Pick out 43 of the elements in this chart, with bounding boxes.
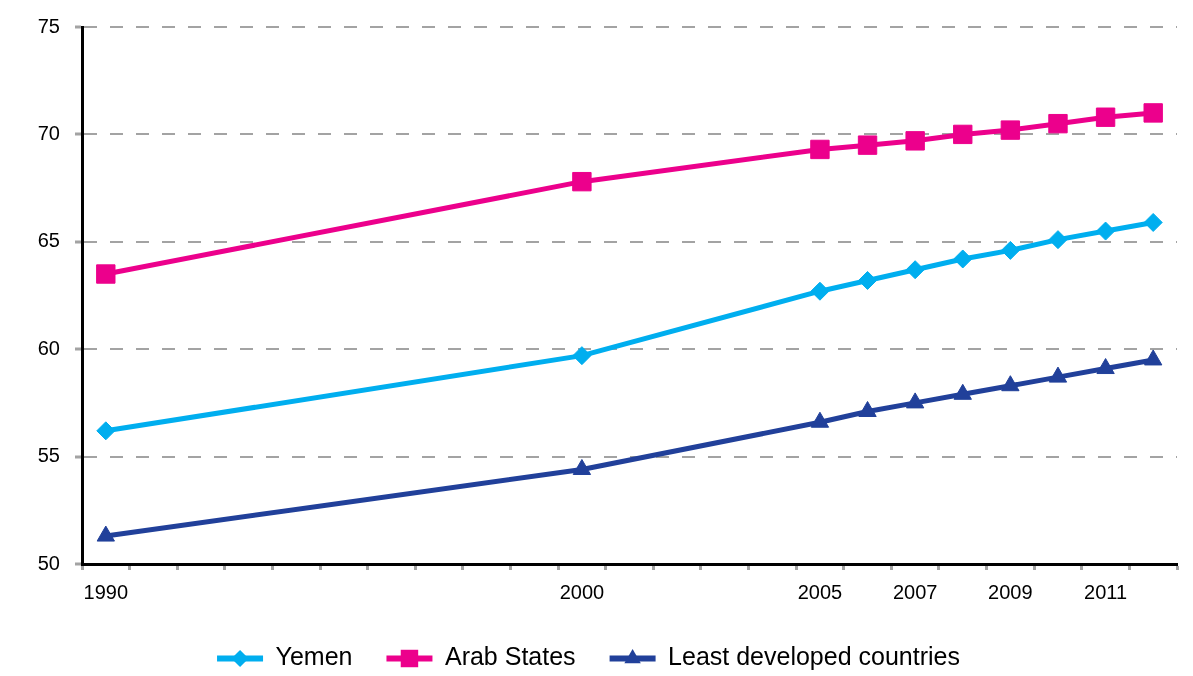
point <box>1096 358 1115 375</box>
point <box>1000 120 1021 140</box>
point <box>96 264 116 284</box>
point <box>810 139 830 160</box>
point <box>572 458 592 475</box>
point <box>953 383 972 400</box>
y-tick-label: 50 <box>37 551 60 574</box>
point <box>1143 103 1163 123</box>
point <box>1095 107 1116 127</box>
x-tick-label: 2000 <box>559 580 605 603</box>
y-tick-label: 75 <box>37 14 60 37</box>
point <box>1096 221 1116 241</box>
x-tick-label: 2011 <box>1084 580 1128 603</box>
x-tick-label: 2009 <box>988 580 1033 603</box>
point <box>96 525 115 542</box>
legend-label: Yemen <box>275 642 353 671</box>
x-tick-label: 2007 <box>892 580 938 603</box>
point <box>953 249 973 269</box>
y-tick-label: 70 <box>37 121 60 144</box>
y-tick-label: 65 <box>37 229 60 252</box>
point <box>857 135 878 155</box>
legend-label: Least developed countries <box>668 642 960 671</box>
y-tick-label: 60 <box>37 336 60 359</box>
y-tick-label: 55 <box>37 444 60 467</box>
point <box>1143 212 1163 232</box>
point <box>1048 366 1068 383</box>
point <box>1048 230 1068 250</box>
point <box>810 411 830 428</box>
point <box>1048 113 1068 134</box>
point <box>953 124 973 145</box>
point <box>1001 375 1020 392</box>
point <box>810 281 830 301</box>
point <box>858 400 877 417</box>
point <box>1144 349 1163 366</box>
legend-label: Arab States <box>444 642 576 671</box>
point <box>905 260 925 280</box>
point <box>1000 240 1020 260</box>
x-tick-label: 1990 <box>83 580 129 603</box>
x-tick-label: 2005 <box>797 580 843 603</box>
point <box>572 171 592 192</box>
point <box>905 392 925 409</box>
point <box>858 270 878 290</box>
point <box>905 131 925 151</box>
